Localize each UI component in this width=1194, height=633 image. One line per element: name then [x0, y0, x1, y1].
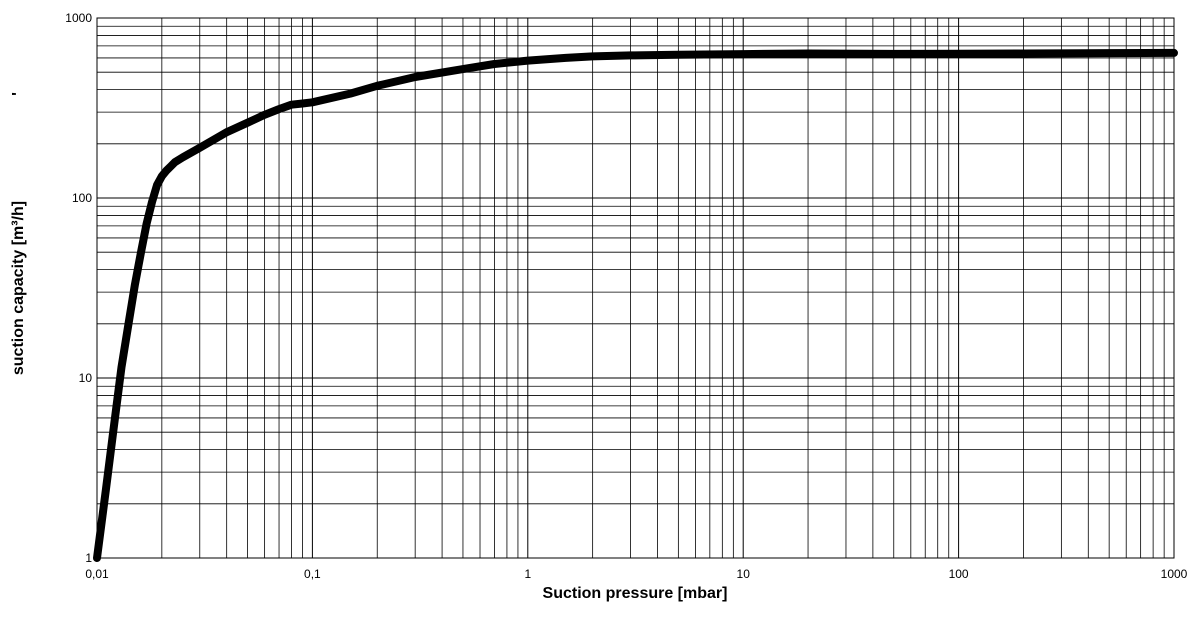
x-tick-label: 0,01: [85, 567, 109, 581]
y-tick-label: 1000: [65, 11, 92, 25]
series-layer: [93, 48, 1178, 562]
chart-grid: [96, 18, 1174, 559]
y-tick-label: 10: [79, 371, 93, 385]
x-tick-label: 1000: [1161, 567, 1188, 581]
x-tick-labels: 0,01 0,1 1 10 100 1000: [85, 567, 1187, 581]
y-tick-label: 100: [72, 191, 92, 205]
y-tick-labels: 1 10 100 1000: [65, 11, 92, 565]
y-tick-label: 1: [85, 551, 92, 565]
y-axis-title: suction capacity [m³/h]: [10, 201, 27, 375]
x-tick-label: 1: [524, 567, 531, 581]
x-tick-label: 100: [949, 567, 969, 581]
y-axis-title-mark: ': [10, 92, 27, 96]
series-line: [93, 48, 1178, 562]
x-tick-label: 10: [737, 567, 751, 581]
x-tick-label: 0,1: [304, 567, 321, 581]
x-axis-title: Suction pressure [mbar]: [543, 585, 728, 602]
plot-frame: [96, 17, 1175, 559]
